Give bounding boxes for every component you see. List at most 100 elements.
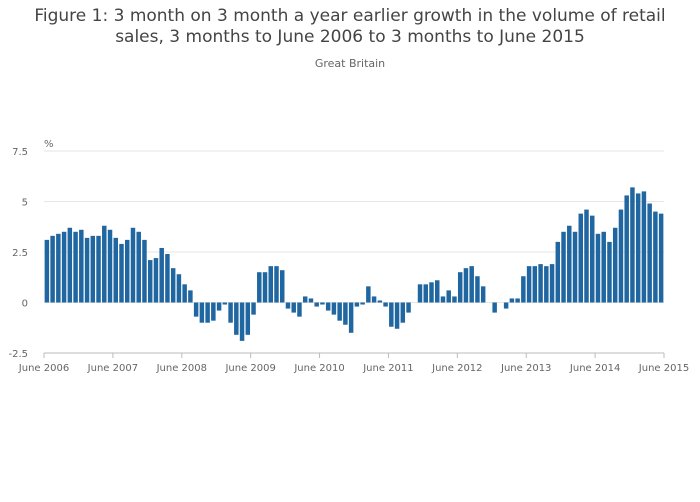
bar [354, 302, 360, 307]
bar [429, 282, 434, 303]
bar [578, 213, 583, 303]
bar [67, 227, 73, 303]
bar [503, 302, 509, 309]
bar [612, 227, 618, 303]
bar [142, 239, 147, 303]
bar [446, 290, 451, 303]
bar [153, 258, 159, 303]
y-tick-label: 7.5 [12, 147, 28, 158]
bar [125, 239, 130, 303]
bar [280, 270, 285, 303]
bar [291, 302, 296, 313]
bar [199, 302, 205, 323]
bar [538, 264, 543, 303]
bar [406, 302, 411, 313]
bar [170, 268, 176, 303]
bar [371, 296, 377, 303]
bar [193, 302, 199, 317]
bar [56, 233, 61, 303]
x-tick-label: June 2006 [18, 363, 69, 374]
bar [234, 302, 239, 335]
bar [165, 254, 170, 303]
bar [44, 239, 50, 303]
bar [544, 266, 549, 303]
bar [257, 272, 262, 303]
bar [348, 302, 354, 333]
bar [618, 209, 624, 303]
bar [590, 215, 595, 303]
bar [515, 298, 520, 303]
bar [302, 296, 308, 303]
x-tick-label: June 2009 [224, 363, 275, 374]
bar [480, 286, 486, 303]
bar [216, 302, 222, 311]
bar [417, 284, 423, 303]
bar [182, 284, 187, 303]
bar [314, 302, 319, 307]
x-tick-label: June 2012 [431, 363, 482, 374]
bar [79, 229, 84, 303]
bar [222, 302, 228, 305]
bar [228, 302, 233, 323]
bar [452, 296, 457, 303]
bar [532, 266, 538, 303]
bar [549, 264, 555, 303]
bar [205, 302, 210, 323]
bar [555, 241, 561, 303]
bar [561, 231, 566, 303]
chart-title-line-2: sales, 3 months to June 2006 to 3 months… [115, 27, 585, 47]
bar [188, 290, 193, 303]
chart-subtitle: Great Britain [314, 57, 386, 70]
x-tick-label: June 2013 [500, 363, 551, 374]
bar [343, 302, 348, 325]
x-tick-label: June 2015 [638, 363, 689, 374]
bar [601, 231, 606, 303]
bar [400, 302, 406, 323]
bar [337, 302, 342, 321]
axes: 7.5 5 2.5 0 -2.5 June 2006 June 2007 June 2008 J… [8, 147, 689, 374]
y-tick-label: 0 [22, 299, 28, 310]
bar [509, 298, 515, 303]
bar [389, 302, 394, 327]
bar [136, 231, 141, 303]
y-tick-label: 2.5 [12, 248, 28, 259]
x-tick-label: June 2007 [87, 363, 138, 374]
bar [607, 241, 612, 303]
bar [394, 302, 400, 329]
bar [492, 302, 497, 313]
bar [61, 231, 67, 303]
bar [119, 243, 124, 303]
bar [624, 195, 629, 303]
bar [653, 211, 658, 303]
bar [251, 302, 256, 315]
bar [308, 298, 314, 303]
bar [475, 276, 480, 303]
bar [366, 286, 371, 303]
chart-title: Figure 1: 3 month on 3 month a year earl… [0, 6, 700, 48]
bar [320, 302, 325, 305]
bar [572, 231, 578, 303]
bar [377, 300, 383, 303]
bar [435, 280, 440, 303]
bar [285, 302, 291, 309]
bar [658, 213, 664, 303]
x-tick-label: June 2008 [156, 363, 207, 374]
bar [641, 191, 647, 303]
bar [245, 302, 251, 335]
bar [147, 260, 153, 303]
bar [84, 237, 90, 303]
x-tick-label: June 2014 [569, 363, 620, 374]
bar [423, 284, 428, 303]
bar [176, 274, 182, 303]
bar-series [44, 187, 664, 341]
bar [463, 268, 469, 303]
bar [96, 235, 101, 303]
y-axis-label: % [44, 139, 54, 150]
bar [360, 302, 365, 305]
bar [469, 266, 474, 303]
x-tick-label: June 2010 [293, 363, 344, 374]
bar [331, 302, 337, 315]
bar [50, 235, 55, 303]
bar [521, 276, 526, 303]
bar [107, 229, 113, 303]
